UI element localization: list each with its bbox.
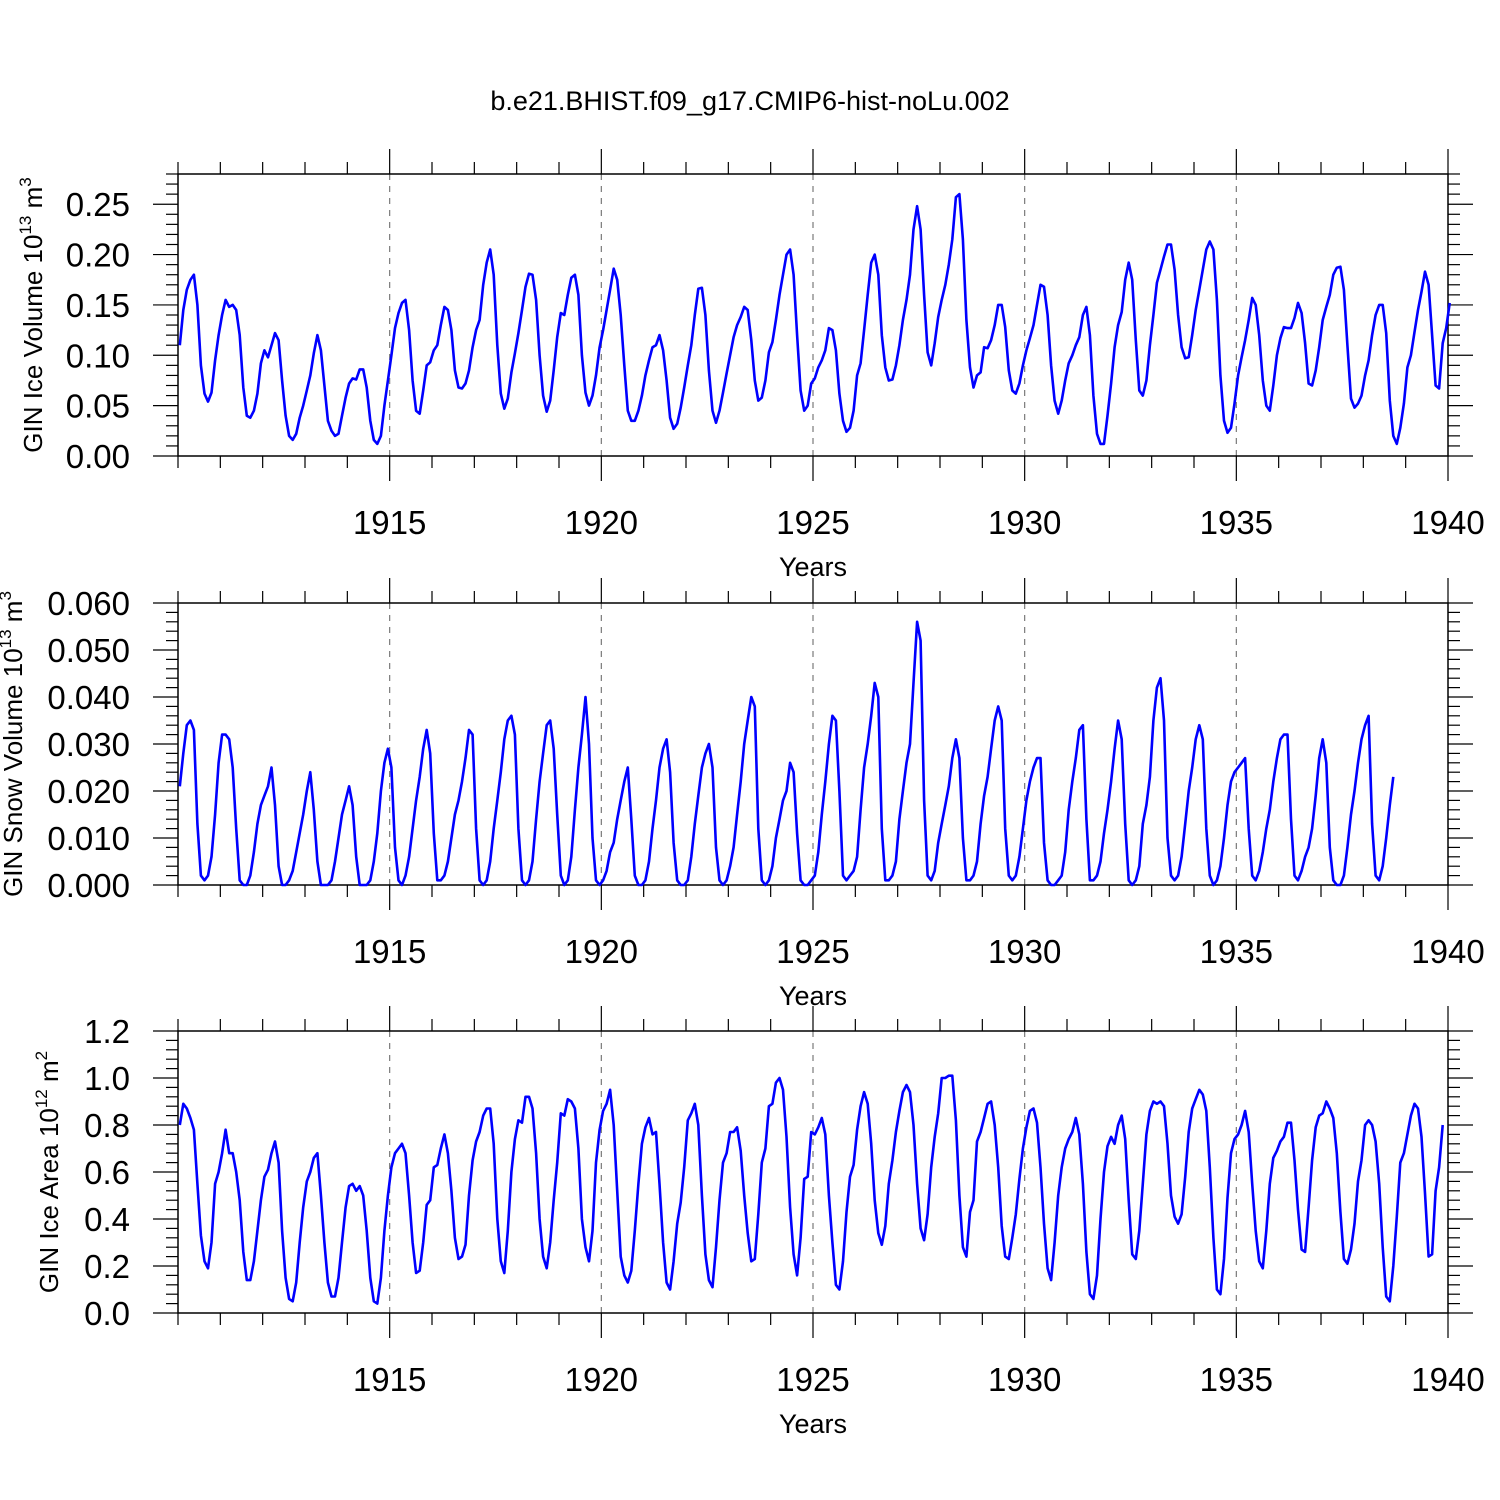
ice-area-y-tick-label: 0.8 [84,1107,130,1144]
snow-volume-panel: 1915 1920 1925 1930 1935 1940Years0.0000.0100… [0,578,1485,1011]
ice-area-x-tick-label: 1925 [776,1361,849,1398]
snow-volume-y-label-unit-exp: 3 [0,591,15,600]
ice-volume-y-tick-label: 0.00 [66,438,130,475]
ice-volume-x-tick-label: 1935 [1200,504,1273,541]
snow-volume-x-tick-label: 1930 [988,933,1061,970]
snow-volume-x-tick-label: 1920 [565,933,638,970]
ice-area-y-tick-label: 0.0 [84,1295,130,1332]
ice-volume-y-axis-label: GIN Ice Volume 1013 m3 [16,177,48,453]
ice-volume-x-axis-label: Years [779,552,847,582]
snow-volume-y-label-unit: m [0,601,28,630]
ice-volume-y-tick-label: 0.05 [66,388,130,425]
snow-volume-y-tick-label: 0.060 [47,585,130,622]
ice-area-x-tick-label: 1940 [1411,1361,1484,1398]
ice-area-y-tick-label: 1.0 [84,1060,130,1097]
ice-area-x-tick-label: 1920 [565,1361,638,1398]
snow-volume-y-tick-label: 0.010 [47,820,130,857]
ice-area-x-tick-label: 1935 [1200,1361,1273,1398]
ice-area-y-tick-label: 1.2 [84,1013,130,1050]
ice-volume-y-tick-label: 0.20 [66,237,130,274]
snow-volume-y-tick-label: 0.040 [47,679,130,716]
ice-volume-y-tick-label: 0.15 [66,287,130,324]
ice-volume-y-label-unit-exp: 3 [16,177,35,186]
snow-volume-series-line [178,620,1395,887]
snow-volume-x-tick-label: 1940 [1411,933,1484,970]
ice-volume-x-tick-label: 1915 [353,504,426,541]
ice-area-x-tick-label: 1930 [988,1361,1061,1398]
ice-volume-x-tick-label: 1930 [988,504,1061,541]
ice-area-y-axis-label: GIN Ice Area 1012 m2 [32,1051,64,1293]
ice-volume-x-tick-label: 1925 [776,504,849,541]
ice-area-y-label-exp: 12 [32,1089,51,1108]
snow-volume-y-axis-label: GIN Snow Volume 1013 m3 [0,591,28,897]
snow-volume-y-tick-label: 0.050 [47,632,130,669]
ice-area-y-label-unit: m [34,1060,64,1089]
snow-volume-x-tick-label: 1935 [1200,933,1273,970]
ice-volume-y-tick-label: 0.10 [66,337,130,374]
ice-area-y-tick-label: 0.6 [84,1154,130,1191]
snow-volume-y-label-exp: 13 [0,629,15,648]
snow-volume-y-tick-label: 0.020 [47,773,130,810]
ice-volume-y-label-text: GIN Ice Volume 10 [18,235,48,453]
ice-area-y-tick-label: 0.2 [84,1248,130,1285]
snow-volume-y-tick-label: 0.030 [47,726,130,763]
ice-volume-y-label-exp: 13 [16,216,35,235]
ice-area-series-line [178,1074,1444,1305]
ice-area-y-label-unit-exp: 2 [32,1051,51,1060]
snow-volume-plot-frame [177,602,1449,886]
ice-area-x-tick-label: 1915 [353,1361,426,1398]
figure-title: b.e21.BHIST.f09_g17.CMIP6-hist-noLu.002 [490,86,1009,116]
ice-area-panel: 1915 1920 1925 1930 1935 1940 Years 0.0 0.2 0.4 0.… [32,1006,1485,1439]
ice-volume-y-tick-label: 0.25 [66,186,130,223]
snow-volume-x-tick-label: 1925 [776,933,849,970]
ice-area-y-label-text: GIN Ice Area 10 [34,1108,64,1293]
snow-volume-y-tick-label: 0.000 [47,867,130,904]
snow-volume-x-tick-label: 1915 [353,933,426,970]
ice-volume-panel: 1915 1920 1925 1930 1935 1940 Years 0.00 0.05 0.1… [16,149,1485,582]
ice-volume-x-tick-label: 1920 [565,504,638,541]
snow-volume-y-label-text: GIN Snow Volume 10 [0,648,28,897]
ice-area-y-tick-label: 0.4 [84,1201,130,1238]
ice-volume-x-tick-label: 1940 [1411,504,1484,541]
ice-area-x-axis-label: Years [779,1409,847,1439]
ice-volume-y-label-unit: m [18,187,48,216]
ice-volume-series-line [178,192,1451,446]
